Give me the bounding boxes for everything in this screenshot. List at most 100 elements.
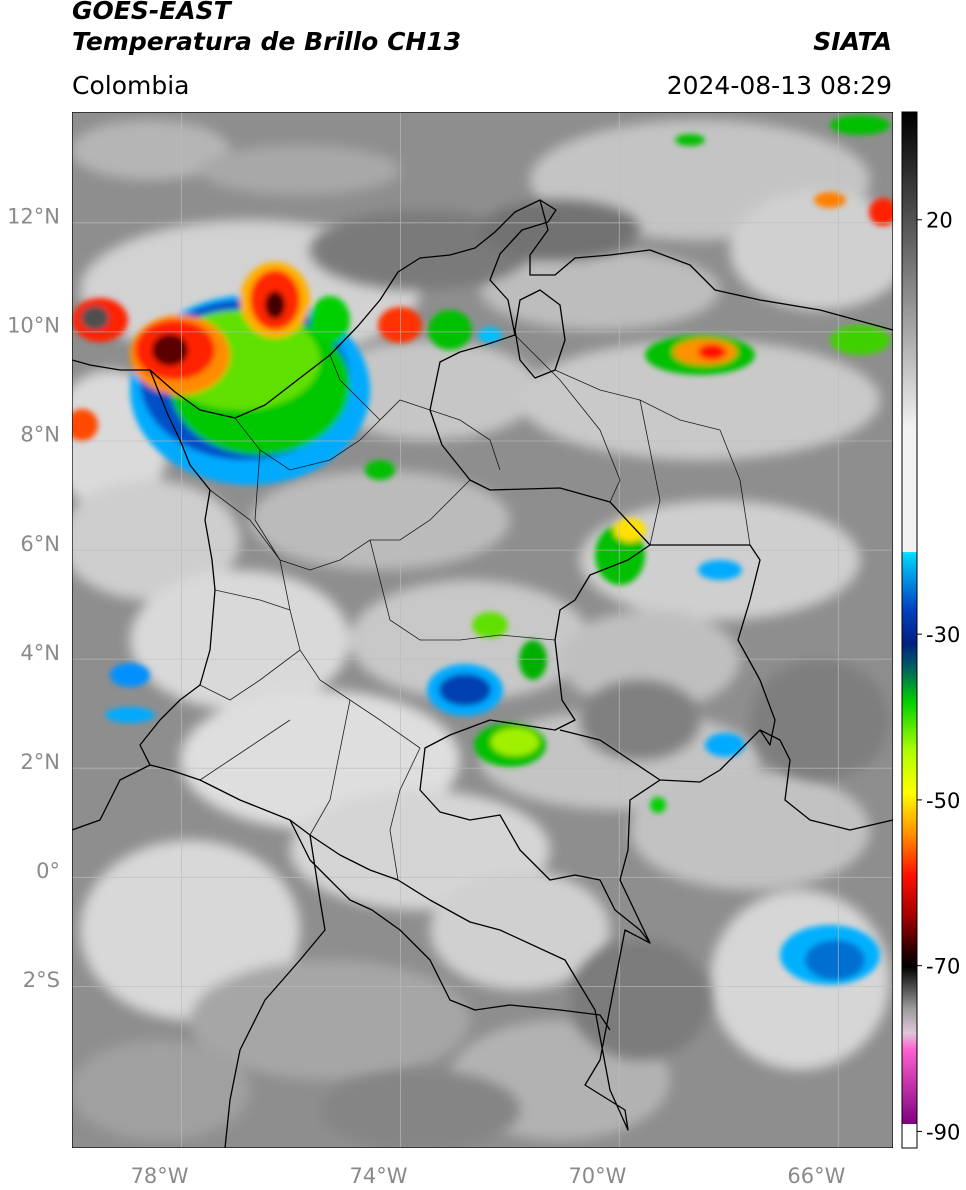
colorbar-segment <box>902 348 917 351</box>
colorbar-segment <box>902 974 917 977</box>
colorbar-segment <box>902 482 917 485</box>
panama-border <box>72 359 150 371</box>
colorbar-segment <box>902 1044 917 1047</box>
colorbar-segment <box>902 792 917 795</box>
colorbar-segment <box>902 170 917 173</box>
colorbar-segment <box>902 1126 917 1129</box>
colorbar-segment <box>902 660 917 663</box>
colorbar-segment <box>902 326 917 329</box>
pacific-coast <box>72 764 151 831</box>
colorbar-segment <box>902 950 917 953</box>
colorbar-segment <box>902 274 917 277</box>
colorbar-segment <box>902 354 917 357</box>
colorbar-segment <box>902 254 917 257</box>
colorbar-segment <box>902 498 917 501</box>
colorbar-segment <box>902 1142 917 1145</box>
colorbar-segment <box>902 1124 917 1127</box>
lat-tick-label: 0° <box>36 859 60 883</box>
colorbar-segment <box>902 556 917 559</box>
colorbar-segment <box>902 834 917 837</box>
colorbar-tick-label: -30 <box>926 623 960 647</box>
colorbar-segment <box>902 940 917 943</box>
map-area <box>72 112 893 1148</box>
colorbar-segment <box>902 786 917 789</box>
colorbar-segment <box>902 776 917 779</box>
colorbar-segment <box>902 246 917 249</box>
colorbar-segment <box>902 512 917 515</box>
colorbar-segment <box>902 478 917 481</box>
colorbar-segment <box>902 114 917 117</box>
colorbar-segment <box>902 800 917 803</box>
colorbar-segment <box>902 898 917 901</box>
colorbar-segment <box>902 772 917 775</box>
colorbar-segment <box>902 1138 917 1141</box>
colorbar-segment <box>902 732 917 735</box>
colorbar-segment <box>902 444 917 447</box>
colorbar-segment <box>902 728 917 731</box>
colorbar-segment <box>902 214 917 217</box>
lon-tick-label: 66°W <box>787 1164 845 1188</box>
colorbar-segment <box>902 748 917 751</box>
colorbar-segment <box>902 366 917 369</box>
colorbar-segment <box>902 496 917 499</box>
colorbar-segment <box>902 820 917 823</box>
colorbar-segment <box>902 920 917 923</box>
colombia-border <box>139 199 651 1131</box>
colorbar-segment <box>902 542 917 545</box>
colorbar-segment <box>902 922 917 925</box>
colorbar-segment <box>902 312 917 315</box>
colorbar-segment <box>902 1088 917 1091</box>
colorbar-segment <box>902 632 917 635</box>
colorbar-segment <box>902 1004 917 1007</box>
colorbar-gradient <box>902 112 917 1149</box>
colorbar-segment <box>902 774 917 777</box>
colorbar-segment <box>902 182 917 185</box>
colorbar-segment <box>902 376 917 379</box>
colorbar-segment <box>902 280 917 283</box>
colorbar-segment <box>902 666 917 669</box>
brazil-peru-border <box>619 779 661 944</box>
colorbar-segment <box>902 1118 917 1121</box>
colorbar-segment <box>902 1084 917 1087</box>
cloud-field <box>72 120 893 1140</box>
colorbar-segment <box>902 964 917 967</box>
colorbar-segment <box>902 712 917 715</box>
colorbar-segment <box>902 1122 917 1125</box>
colorbar-segment <box>902 840 917 843</box>
colorbar-segment <box>902 350 917 353</box>
colorbar-segment <box>902 282 917 285</box>
colorbar-segment <box>902 720 917 723</box>
lat-tick-label: 6°N <box>20 532 60 556</box>
colorbar-segment <box>902 936 917 939</box>
colorbar-segment <box>902 870 917 873</box>
colorbar-segment <box>902 484 917 487</box>
colorbar-segment <box>902 410 917 413</box>
colorbar-segment <box>902 404 917 407</box>
colorbar-segment <box>902 658 917 661</box>
colorbar-segment <box>902 1012 917 1015</box>
colorbar-segment <box>902 486 917 489</box>
colorbar-segment <box>902 740 917 743</box>
colorbar-segment <box>902 822 917 825</box>
colorbar-segment <box>902 186 917 189</box>
colorbar-segment <box>902 876 917 879</box>
colorbar-segment <box>902 544 917 547</box>
colorbar-segment <box>902 374 917 377</box>
colorbar-segment <box>902 616 917 619</box>
colorbar-segment <box>902 248 917 251</box>
colorbar-segment <box>902 492 917 495</box>
colorbar-segment <box>902 612 917 615</box>
colorbar-segment <box>902 910 917 913</box>
colorbar-segment <box>902 604 917 607</box>
colorbar-segment <box>902 440 917 443</box>
colorbar-segment <box>902 1036 917 1039</box>
colorbar-segment <box>902 126 917 129</box>
colorbar-segment <box>902 148 917 151</box>
colorbar-segment <box>902 902 917 905</box>
colorbar-segment <box>902 760 917 763</box>
colorbar-segment <box>902 700 917 703</box>
colorbar-segment <box>902 862 917 865</box>
venezuela-north-coast <box>529 199 893 331</box>
colorbar-segment <box>902 994 917 997</box>
